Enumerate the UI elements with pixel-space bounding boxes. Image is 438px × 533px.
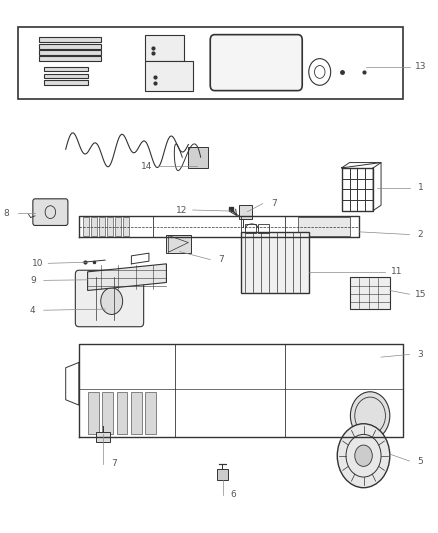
- Text: 9: 9: [30, 276, 36, 285]
- Text: 11: 11: [391, 268, 402, 276]
- Bar: [188, 147, 208, 168]
- Bar: [18, 27, 403, 99]
- Bar: [123, 217, 129, 236]
- Circle shape: [101, 288, 123, 314]
- Bar: [96, 432, 110, 442]
- Text: 13: 13: [415, 62, 426, 71]
- Bar: [44, 67, 88, 71]
- Bar: [258, 224, 269, 233]
- Bar: [39, 56, 101, 61]
- Bar: [217, 469, 228, 480]
- Text: 7: 7: [111, 459, 117, 468]
- Text: 7: 7: [271, 199, 277, 208]
- Bar: [39, 37, 101, 42]
- Text: 7: 7: [218, 255, 224, 264]
- Bar: [44, 80, 88, 85]
- Bar: [107, 217, 113, 236]
- Text: 12: 12: [176, 206, 187, 214]
- Bar: [39, 50, 101, 55]
- Bar: [245, 224, 256, 233]
- Circle shape: [337, 424, 390, 488]
- Text: 4: 4: [30, 306, 35, 314]
- Bar: [350, 277, 390, 309]
- Text: 15: 15: [415, 290, 426, 298]
- Text: 1: 1: [417, 183, 424, 192]
- Bar: [298, 217, 350, 236]
- Bar: [39, 44, 101, 49]
- Bar: [44, 74, 88, 78]
- Bar: [91, 217, 97, 236]
- Bar: [145, 35, 184, 61]
- Bar: [102, 392, 113, 434]
- Bar: [145, 61, 193, 91]
- Bar: [239, 205, 252, 219]
- Text: 14: 14: [141, 162, 152, 171]
- Bar: [115, 217, 121, 236]
- Bar: [145, 392, 156, 434]
- Circle shape: [355, 445, 372, 466]
- Polygon shape: [88, 264, 166, 290]
- Bar: [342, 168, 373, 211]
- Circle shape: [350, 392, 390, 440]
- Bar: [117, 392, 127, 434]
- Text: 5: 5: [417, 457, 424, 465]
- FancyBboxPatch shape: [75, 270, 144, 327]
- Bar: [166, 235, 191, 253]
- Text: 6: 6: [230, 490, 237, 499]
- Bar: [131, 392, 142, 434]
- Bar: [88, 392, 99, 434]
- Bar: [99, 217, 105, 236]
- Text: 8: 8: [4, 209, 10, 217]
- Text: 2: 2: [418, 230, 423, 239]
- Text: 10: 10: [32, 259, 43, 268]
- FancyBboxPatch shape: [33, 199, 68, 225]
- FancyBboxPatch shape: [210, 35, 302, 91]
- Text: 3: 3: [417, 350, 424, 359]
- Bar: [83, 217, 89, 236]
- Bar: [241, 232, 309, 293]
